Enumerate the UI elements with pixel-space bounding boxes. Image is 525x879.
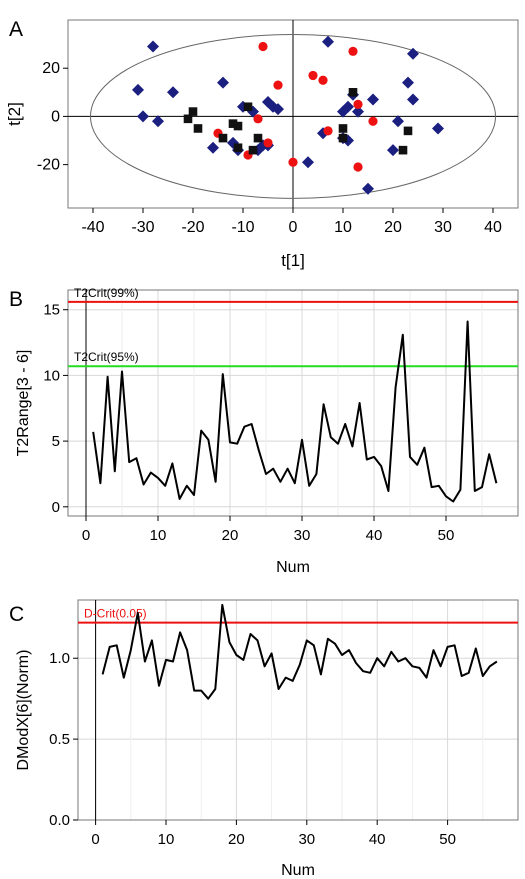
scatter-point-diamond <box>342 100 354 113</box>
scatter-point-square <box>348 88 358 97</box>
x-tick-label: 0 <box>91 831 99 848</box>
scatter-point-diamond <box>207 141 219 154</box>
panel-a-scatter: -40 -30 -20 -10 0 10 20 30 40 -20 0 20 t[1] t[2] <box>5 19 519 270</box>
threshold-label: T2Crit(95%) <box>74 350 139 364</box>
x-tick-label: 20 <box>222 527 239 544</box>
scatter-point-square <box>233 143 243 153</box>
scatter-point-circle <box>353 99 363 109</box>
scatter-point-diamond <box>432 122 444 135</box>
scatter-point-circle <box>263 138 273 148</box>
scatter-point-diamond <box>352 105 364 118</box>
x-tick-label: 40 <box>366 527 383 544</box>
scatter-point-circle <box>288 157 298 167</box>
x-tick-label: 0 <box>82 527 90 544</box>
panel-letter-a: A <box>9 18 23 41</box>
y-tick-label: 0 <box>52 499 60 516</box>
scatter-point-circle <box>353 162 363 172</box>
panel-letter-c: C <box>9 603 24 626</box>
x-tick-label: 40 <box>369 831 386 848</box>
x-axis-label: Num <box>276 559 310 576</box>
scatter-point-circle <box>273 80 283 90</box>
scatter-point-square <box>253 133 263 143</box>
scatter-point-circle <box>368 116 378 126</box>
scatter-point-diamond <box>132 83 144 96</box>
y-axis-label: t[2] <box>5 102 24 126</box>
x-tick-label: 30 <box>434 219 452 236</box>
scatter-point-diamond <box>167 86 179 99</box>
x-tick-label: -20 <box>181 219 204 236</box>
x-tick-label: 50 <box>439 831 456 848</box>
x-tick-label: 10 <box>334 219 352 236</box>
scatter-point-circle <box>253 114 263 124</box>
scatter-point-square <box>248 145 258 155</box>
y-tick-label: 0 <box>51 108 60 125</box>
x-tick-label: 10 <box>150 527 167 544</box>
scatter-point-diamond <box>147 40 159 53</box>
scatter-point-diamond <box>137 110 149 123</box>
scatter-point-square <box>398 145 408 155</box>
x-axis-label: t[1] <box>281 251 305 270</box>
x-tick-label: 10 <box>158 831 175 848</box>
x-tick-label: 0 <box>289 219 298 236</box>
x-tick-label: -30 <box>131 219 154 236</box>
panel-c-line: 0 10 20 30 40 50 0.0 0.5 1.0 Num DModX[6](Norm) D-C… <box>15 599 519 879</box>
threshold-label: T2Crit(99%) <box>74 286 139 300</box>
scatter-point-square <box>403 126 413 136</box>
threshold-label: D-Crit(0.05) <box>84 607 147 621</box>
scatter-point-diamond <box>152 115 164 128</box>
scatter-point-square <box>188 107 198 116</box>
scatter-point-diamond <box>402 76 414 89</box>
scatter-point-diamond <box>322 35 334 48</box>
x-tick-label: 30 <box>298 831 315 848</box>
x-tick-label: -10 <box>231 219 254 236</box>
scatter-point-circle <box>258 41 268 52</box>
x-tick-label: 50 <box>438 527 455 544</box>
scatter-point-square <box>218 133 228 143</box>
scatter-point-square <box>193 124 203 133</box>
plot-frame <box>67 289 519 517</box>
scatter-point-square <box>338 124 348 133</box>
y-axis-label: T2Range[3 - 6] <box>15 350 32 457</box>
confidence-ellipse <box>90 33 496 199</box>
y-tick-label: -20 <box>37 157 60 174</box>
x-tick-label: 40 <box>484 219 502 236</box>
scatter-point-diamond <box>407 93 419 106</box>
scatter-point-diamond <box>362 182 374 195</box>
x-tick-label: 20 <box>384 219 402 236</box>
y-tick-label: 0.5 <box>49 731 70 748</box>
y-tick-label: 0.0 <box>49 812 70 829</box>
y-tick-label: 5 <box>52 433 60 450</box>
data-series-line <box>101 603 498 700</box>
scatter-point-circle <box>348 46 358 56</box>
panel-letter-b: B <box>9 288 23 311</box>
x-tick-label: 30 <box>294 527 311 544</box>
scatter-point-diamond <box>407 47 419 60</box>
scatter-point-diamond <box>272 103 284 116</box>
x-tick-label: -40 <box>81 219 104 236</box>
y-tick-label: 10 <box>43 367 60 384</box>
scatter-point-diamond <box>387 144 399 157</box>
panel-b-line: 0 10 20 30 40 50 0 5 10 15 Num T2Range[3 - 6] T2Crit… <box>15 286 519 576</box>
scatter-point-diamond <box>367 93 379 106</box>
y-tick-label: 15 <box>43 302 60 319</box>
y-axis-label: DModX[6](Norm) <box>15 650 32 771</box>
scatter-point-square <box>233 121 243 131</box>
scatter-point-circle <box>318 75 328 85</box>
scatter-point-square <box>228 119 238 128</box>
scatter-point-circle <box>308 70 318 81</box>
data-series-line <box>92 320 498 503</box>
scatter-point-square <box>183 114 193 124</box>
x-tick-label: 20 <box>228 831 245 848</box>
scatter-point-circle <box>323 126 333 136</box>
y-tick-label: 1.0 <box>49 650 70 667</box>
scatter-point-diamond <box>392 115 404 128</box>
y-tick-label: 20 <box>42 60 60 77</box>
scatter-point-square <box>338 133 348 143</box>
scatter-point-square <box>243 102 253 112</box>
x-axis-label: Num <box>281 862 315 879</box>
scatter-point-diamond <box>217 76 229 89</box>
plot-frame <box>77 599 519 821</box>
scatter-point-diamond <box>302 156 314 169</box>
